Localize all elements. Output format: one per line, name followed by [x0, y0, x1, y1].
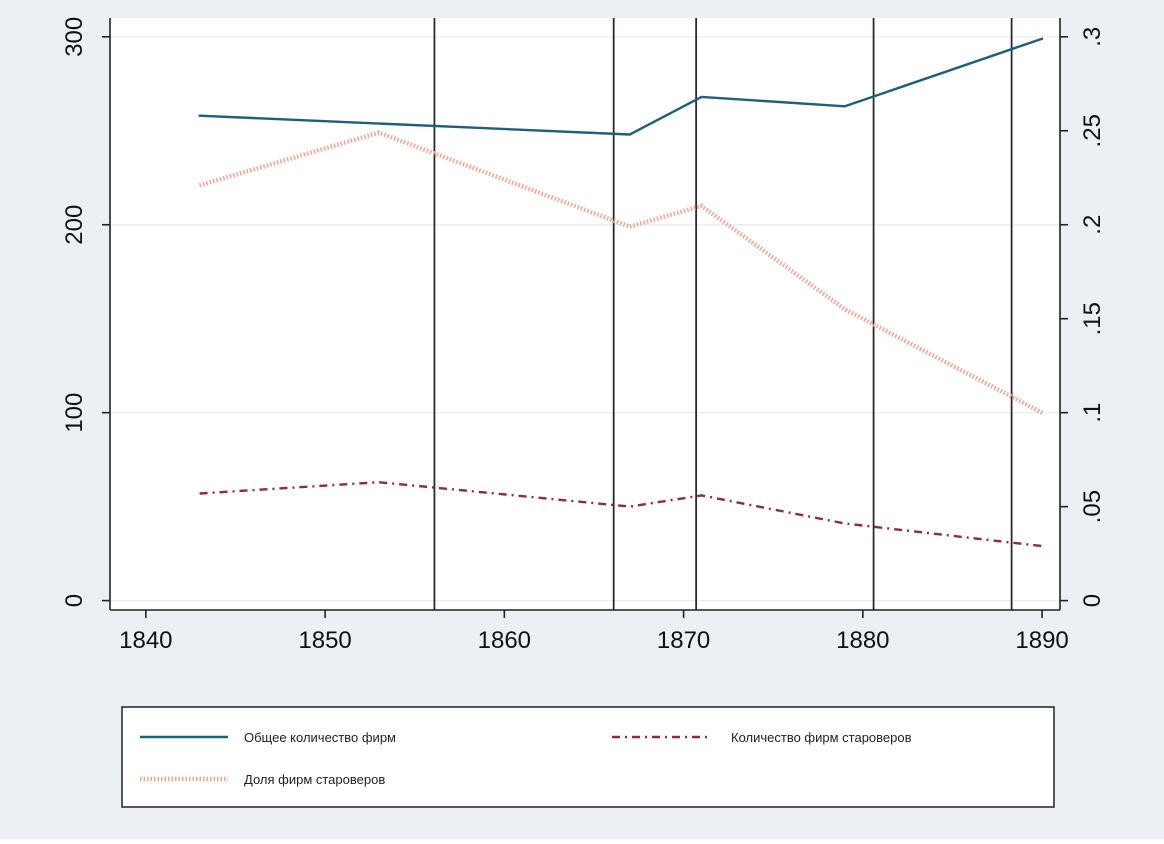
x-tick-label: 1880 [836, 627, 889, 654]
y-right-tick-label: .3 [1079, 27, 1106, 47]
series-lines [198, 37, 1044, 548]
x-tick-label: 1860 [478, 627, 531, 654]
y-right-tick-label: .25 [1079, 114, 1106, 147]
y-left-tick-label: 300 [61, 17, 88, 57]
y-right-tick-label: .2 [1079, 215, 1106, 235]
legend-box [121, 706, 1055, 808]
legend-label-3: Доля фирм староверов [244, 772, 385, 787]
series-line-2 [199, 481, 1043, 548]
y-right-tick-label: .05 [1079, 490, 1106, 523]
x-tick-label: 1890 [1015, 627, 1068, 654]
y-left-tick-label: 0 [61, 594, 88, 607]
series-line-1 [198, 37, 1044, 136]
y-left-tick-label: 100 [61, 393, 88, 433]
y-right-tick-label: 0 [1079, 594, 1106, 607]
axes: 1840 1850 1860 1870 1880 1890 0 100 200 300 0 .05 .1… [61, 17, 1106, 654]
x-tick-label: 1870 [657, 627, 710, 654]
gridlines [110, 36, 1060, 602]
y-left-tick-label: 200 [61, 205, 88, 245]
plot-background [110, 18, 1060, 610]
vertical-reference-lines [433, 18, 1013, 610]
series-line-3 [198, 130, 1044, 415]
x-tick-label: 1850 [298, 627, 351, 654]
x-tick-label: 1840 [119, 627, 172, 654]
y-right-tick-label: .1 [1079, 403, 1106, 423]
legend: Общее количество фирм Количество фирм ста… [121, 706, 1055, 808]
legend-label-2: Количество фирм староверов [731, 730, 912, 745]
legend-label-1: Общее количество фирм [244, 730, 396, 745]
y-right-tick-label: .15 [1079, 302, 1106, 335]
